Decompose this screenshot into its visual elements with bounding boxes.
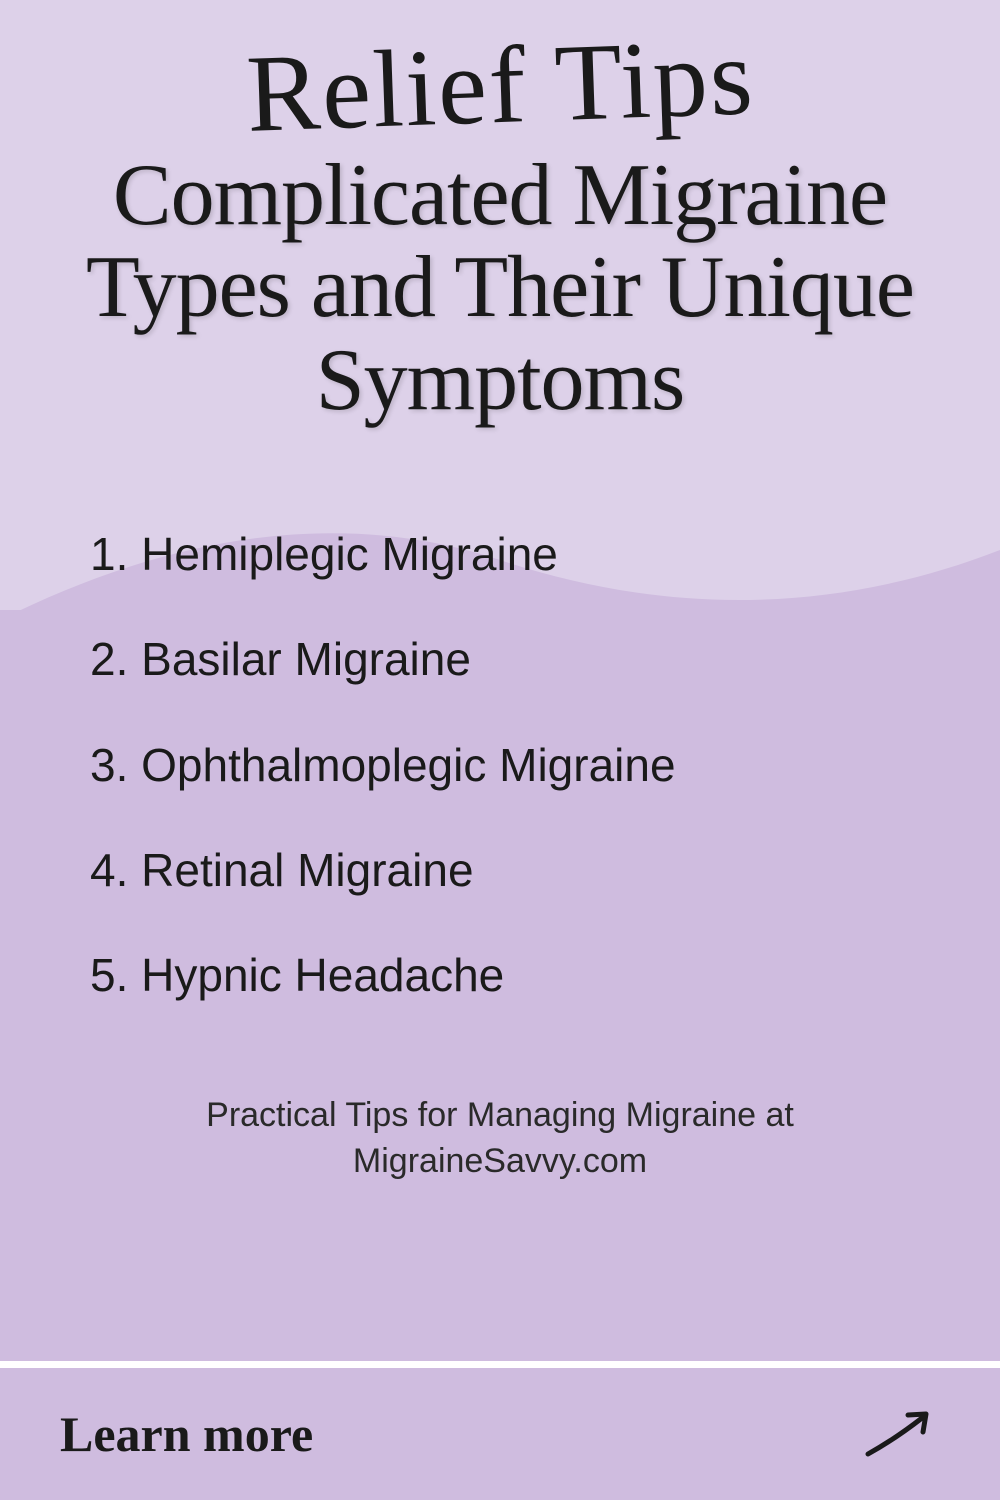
list-item: 2. Basilar Migraine [90, 632, 910, 687]
list-item: 3. Ophthalmoplegic Migraine [90, 738, 910, 793]
tagline-text: Practical Tips for Managing Migraine at … [0, 1053, 1000, 1185]
infographic-canvas: Relief Tips Complicated Migraine Types a… [0, 0, 1000, 1500]
list-item: 1. Hemiplegic Migraine [90, 527, 910, 582]
script-title: Relief Tips [0, 0, 1000, 157]
content-layer: Relief Tips Complicated Migraine Types a… [0, 0, 1000, 1500]
migraine-type-list: 1. Hemiplegic Migraine 2. Basilar Migrai… [0, 427, 1000, 1003]
main-title: Complicated Migraine Types and Their Uni… [0, 140, 1000, 427]
list-item: 4. Retinal Migraine [90, 843, 910, 898]
list-item: 5. Hypnic Headache [90, 948, 910, 1003]
